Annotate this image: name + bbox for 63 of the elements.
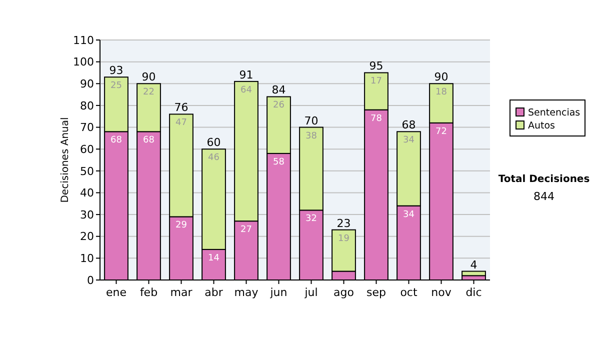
y-tick-label: 60 [80,142,94,156]
total-label: 91 [239,68,254,82]
x-tick-label: feb [140,286,158,299]
data-label: 68 [143,136,155,146]
x-tick-label: nov [431,286,452,299]
y-tick-label: 50 [80,164,94,178]
y-tick-label: 70 [80,121,94,134]
data-label: 78 [370,114,382,124]
data-label: 29 [176,220,188,231]
y-tick-label: 110 [73,34,94,47]
total-label: 90 [434,70,448,84]
total-label: 90 [142,70,156,84]
data-label: 27 [240,225,252,236]
data-label: 22 [143,88,154,98]
data-label: 72 [436,126,447,137]
y-tick-label: 80 [80,99,94,112]
y-tick-label: 20 [80,230,94,244]
data-label: 34 [403,210,415,220]
total-label: 95 [369,60,384,73]
total-label: 68 [402,118,416,132]
x-tick-label: sep [366,286,386,299]
x-tick-label: oct [400,286,418,299]
y-tick-label: 30 [80,208,94,222]
data-label: 38 [306,131,318,142]
data-label: 47 [176,118,187,128]
total-label: 60 [206,136,221,150]
data-label: 58 [273,157,285,168]
total-label: 93 [109,64,124,78]
bar [462,270,486,276]
y-axis-title: Decisiones Anual [60,117,71,203]
data-label: 64 [240,85,252,96]
y-tick-label: 100 [73,56,94,69]
y-tick-label: 90 [80,77,94,90]
x-tick-label: jun [269,286,288,299]
text: Total Decisiones [498,174,590,185]
data-label: 25 [110,81,122,92]
data-label: 26 [273,100,285,111]
y-tick-label: 10 [80,252,94,266]
total-label: 70 [304,114,318,128]
x-tick-label: dic [466,286,482,299]
data-label: 17 [370,76,382,87]
x-tick-label: may [234,286,259,299]
total-label: 23 [336,216,351,230]
total-label: 76 [174,101,188,114]
legend-label: Sentencias [528,107,580,118]
total-label: 4 [470,258,478,272]
x-tick-label: jul [304,286,318,299]
data-label: 14 [208,253,220,264]
data-label: 46 [208,153,220,164]
data-label: 32 [306,214,317,224]
x-tick-label: abr [204,286,224,299]
x-tick-label: ago [334,286,354,299]
y-tick-label: 40 [80,186,94,200]
text: 844 [534,190,554,203]
legend-label: Autos [528,120,556,132]
data-label: 18 [436,88,448,98]
data-label: 68 [110,136,122,146]
x-tick-label: ene [106,286,127,299]
y-tick-label: 0 [87,274,94,287]
total-label: 84 [272,84,286,97]
data-label: 19 [338,234,350,244]
data-label: 34 [403,136,415,146]
x-tick-label: mar [170,286,193,299]
